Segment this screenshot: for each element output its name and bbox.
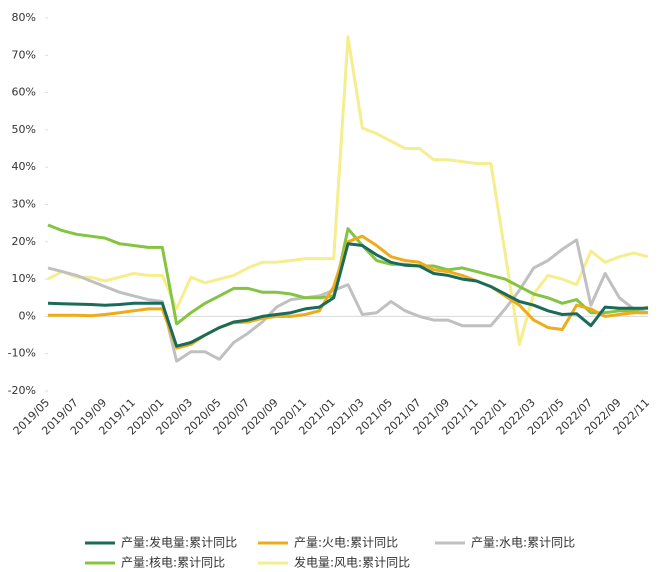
y-tick-label: 40% <box>12 160 36 173</box>
series-line <box>47 35 649 346</box>
y-tick-label: 0% <box>19 309 36 322</box>
series-line <box>47 223 649 326</box>
y-tick-label: 10% <box>12 272 36 285</box>
y-tick-label: 30% <box>12 198 36 211</box>
y-tick-label: 50% <box>12 123 36 136</box>
y-tick-label: 70% <box>12 48 36 61</box>
legend-label: 产量:水电:累计同比 <box>471 536 575 550</box>
series-line <box>48 234 648 350</box>
series-line <box>47 242 648 348</box>
legend-label: 产量:核电:累计同比 <box>121 556 225 570</box>
y-tick-label: 20% <box>12 235 36 248</box>
y-tick-label: -10% <box>8 347 36 360</box>
legend-label: 产量:火电:累计同比 <box>294 536 398 550</box>
series-line <box>47 238 649 363</box>
y-tick-label: -20% <box>8 384 36 397</box>
y-tick-label: 80% <box>12 11 36 24</box>
legend-label: 产量:发电量:累计同比 <box>121 535 237 550</box>
y-tick-label: 60% <box>12 86 36 99</box>
legend-label: 发电量:风电:累计同比 <box>294 555 410 570</box>
